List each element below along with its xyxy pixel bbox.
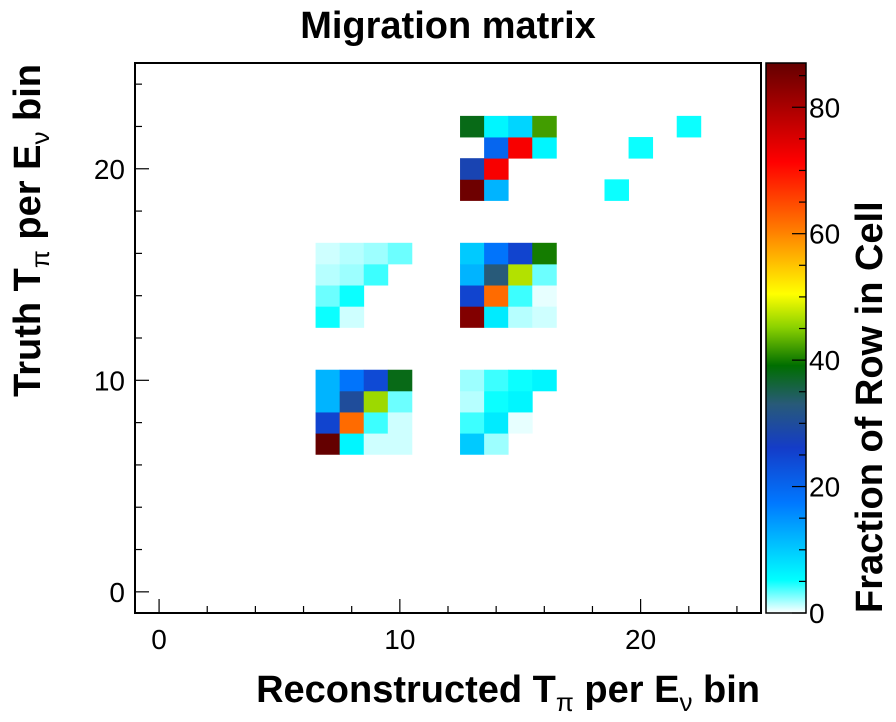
plot-frame [134, 62, 762, 614]
axes: 0 10 20 0 10 20 [94, 83, 738, 655]
heatmap-cell [532, 369, 557, 392]
heatmap-cell [315, 369, 341, 392]
y-tick-label: 20 [94, 154, 125, 185]
heatmap-cell [532, 263, 557, 286]
colorbar-axis: 0 20 40 60 80 [792, 75, 840, 629]
heatmap-cell [460, 263, 485, 286]
heatmap-cell [532, 285, 557, 307]
heatmap-cell [508, 263, 533, 286]
heatmap-cell [339, 433, 365, 455]
heatmap-cell [339, 390, 365, 413]
x-tick-label: 0 [151, 624, 167, 655]
heatmap-cell [339, 242, 365, 265]
x-axis-label: Reconstructed Tπ per Eν bin [256, 669, 760, 717]
heatmap-cell [363, 263, 389, 286]
heatmap-cell [363, 242, 389, 265]
heatmap-cell [508, 242, 533, 265]
heatmap-cell [387, 433, 413, 455]
heatmap-cell [387, 242, 413, 265]
heatmap-cell [484, 179, 509, 201]
heatmap-cell [484, 115, 509, 138]
heatmap-cell [508, 115, 533, 138]
heatmap-cell [387, 412, 413, 434]
heatmap-cell [628, 137, 654, 159]
heatmap-cells [315, 115, 702, 455]
heatmap-cell [460, 306, 485, 328]
heatmap-cell [315, 433, 341, 455]
heatmap-cell [460, 433, 485, 455]
heatmap-cell [508, 390, 533, 413]
heatmap-cell [484, 433, 509, 455]
chart-title: Migration matrix [300, 5, 596, 47]
heatmap-cell [484, 306, 509, 328]
heatmap-cell [484, 263, 509, 286]
heatmap-cell [387, 369, 413, 392]
heatmap-cell [387, 390, 413, 413]
heatmap-cell [532, 115, 557, 138]
heatmap-cell [460, 242, 485, 265]
heatmap-cell [339, 412, 365, 434]
x-tick-label: 20 [625, 624, 656, 655]
heatmap-cell [508, 285, 533, 307]
heatmap-cell [460, 390, 485, 413]
heatmap-cell [460, 158, 485, 180]
y-axis-label: Truth Tπ per Eν bin [7, 64, 55, 397]
heatmap-cell [532, 242, 557, 265]
heatmap-cell [532, 137, 557, 159]
heatmap-cell [460, 369, 485, 392]
heatmap-cell [484, 137, 509, 159]
heatmap-cell [532, 306, 557, 328]
heatmap-cell [508, 369, 533, 392]
heatmap-cell [484, 242, 509, 265]
heatmap-cell [363, 433, 389, 455]
colorbar-tick-label: 20 [809, 472, 840, 503]
heatmap-cell [508, 412, 533, 434]
colorbar-tick-label: 80 [809, 92, 840, 123]
heatmap-cell [315, 412, 341, 434]
heatmap-cell [460, 115, 485, 138]
colorbar-tick-label: 60 [809, 219, 840, 250]
heatmap-cell [508, 306, 533, 328]
colorbar-tick-label: 40 [809, 345, 840, 376]
heatmap-cell [484, 369, 509, 392]
heatmap-cell [363, 390, 389, 413]
heatmap-cell [363, 369, 389, 392]
heatmap-cell [604, 179, 629, 201]
heatmap-cell [315, 285, 341, 307]
heatmap-cell [484, 412, 509, 434]
heatmap-cell [508, 137, 533, 159]
heatmap-cell [339, 285, 365, 307]
heatmap-cell [484, 390, 509, 413]
heatmap-cell [363, 412, 389, 434]
heatmap-cell [315, 306, 341, 328]
x-tick-label: 10 [384, 624, 415, 655]
heatmap-cell [315, 263, 341, 286]
heatmap-cell [339, 263, 365, 286]
heatmap-cell [676, 115, 702, 138]
heatmap-cell [460, 179, 485, 201]
colorbar-tick-label: 0 [809, 598, 825, 629]
heatmap-cell [460, 285, 485, 307]
heatmap-cell [315, 390, 341, 413]
heatmap-cell [315, 242, 341, 265]
heatmap-cell [484, 158, 509, 180]
y-tick-label: 0 [109, 577, 125, 608]
colorbar-label: Fraction of Row in Cell [849, 201, 891, 613]
y-tick-label: 10 [94, 365, 125, 396]
colorbar [765, 62, 807, 614]
heatmap-cell [339, 306, 365, 328]
heatmap-cell [460, 412, 485, 434]
heatmap-cell [484, 285, 509, 307]
heatmap-cell [339, 369, 365, 392]
